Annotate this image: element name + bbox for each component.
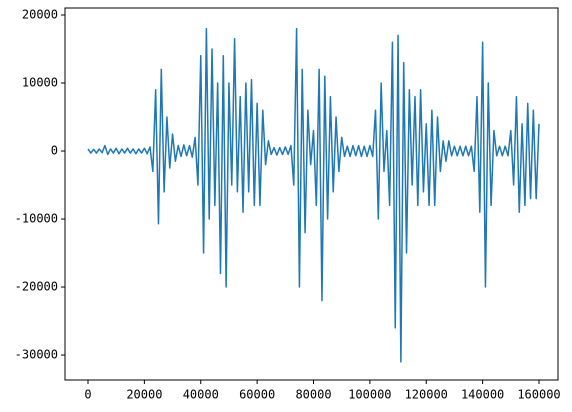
y-tick-label: 0 (51, 144, 58, 158)
x-tick-label: 120000 (405, 388, 448, 402)
x-tick-label: 100000 (348, 388, 391, 402)
y-tick-label: 20000 (22, 8, 58, 22)
x-tick-label: 160000 (517, 388, 560, 402)
x-tick-label: 80000 (295, 388, 331, 402)
x-tick-label: 0 (84, 388, 91, 402)
x-tick-label: 60000 (239, 388, 275, 402)
y-tick-label: -30000 (15, 348, 58, 362)
y-tick-label: -20000 (15, 280, 58, 294)
y-tick-label: -10000 (15, 212, 58, 226)
waveform-line (87, 27, 540, 363)
y-tick-label: 10000 (22, 76, 58, 90)
x-tick-label: 40000 (183, 388, 219, 402)
axes-frame (64, 7, 559, 381)
x-tick-label: 140000 (461, 388, 504, 402)
x-tick-label: 20000 (126, 388, 162, 402)
